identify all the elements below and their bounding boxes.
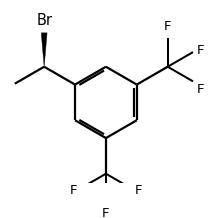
Text: F: F xyxy=(196,44,204,57)
Text: Br: Br xyxy=(36,13,52,28)
Text: F: F xyxy=(70,184,77,197)
Text: F: F xyxy=(164,20,171,34)
Polygon shape xyxy=(41,33,47,67)
Text: F: F xyxy=(135,184,142,197)
Text: F: F xyxy=(196,83,204,96)
Text: F: F xyxy=(102,207,110,218)
